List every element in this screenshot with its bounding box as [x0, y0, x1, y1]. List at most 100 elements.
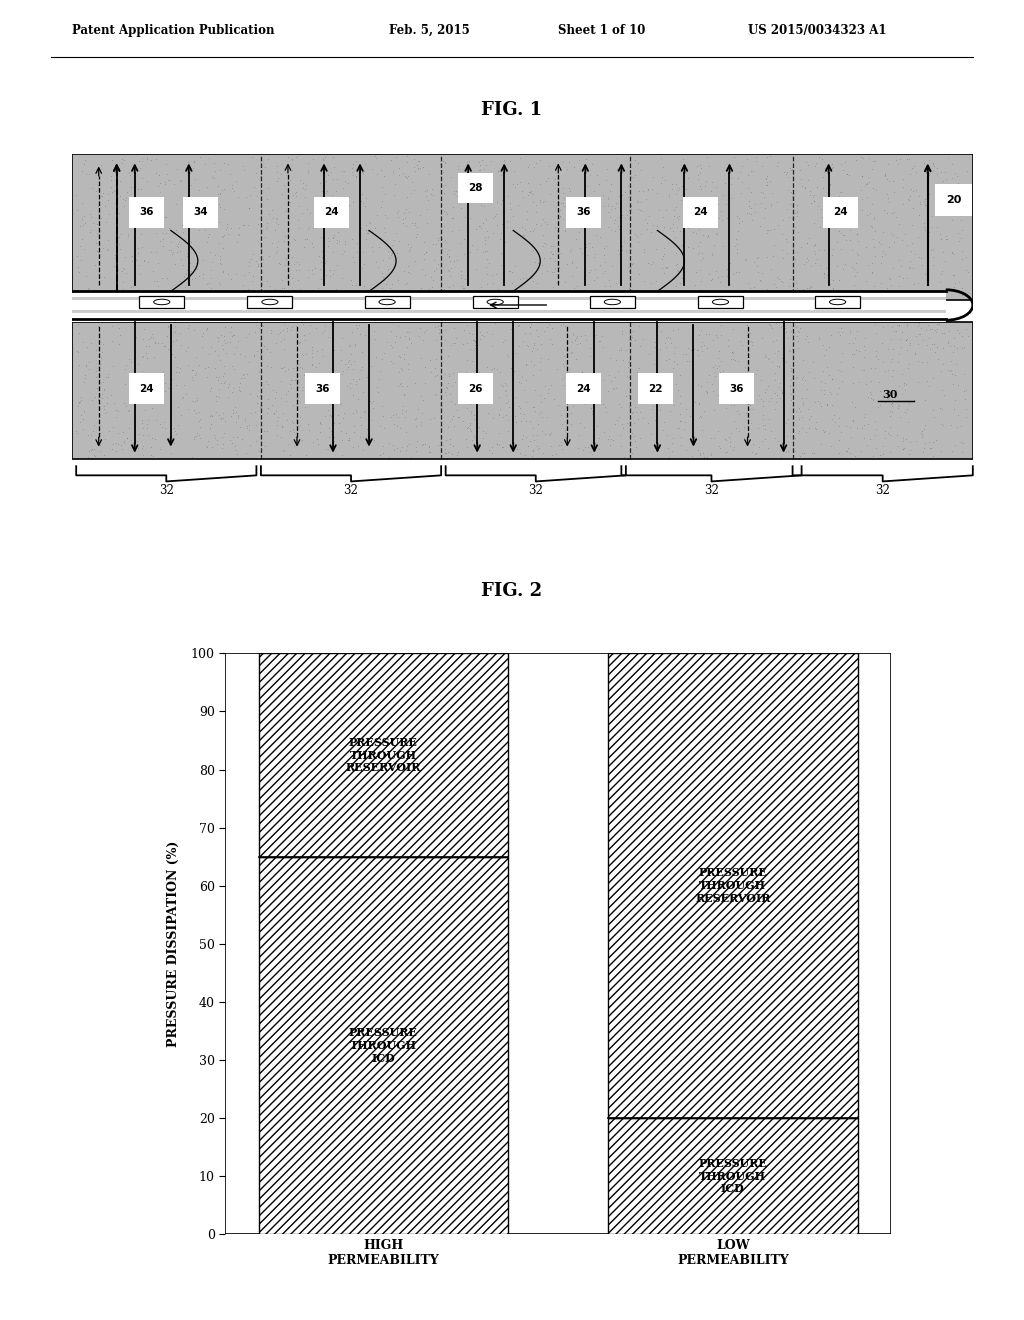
Point — [867, 438, 884, 459]
Point — [670, 379, 686, 400]
Point — [613, 323, 630, 345]
Point — [689, 211, 706, 232]
Point — [796, 442, 812, 463]
Point — [806, 235, 822, 256]
Point — [894, 384, 910, 405]
Text: Sheet 1 of 10: Sheet 1 of 10 — [558, 24, 645, 37]
Point — [740, 177, 757, 198]
Point — [282, 285, 298, 306]
Point — [295, 376, 311, 397]
Point — [870, 231, 887, 252]
Point — [500, 347, 516, 368]
Point — [110, 284, 126, 305]
Point — [760, 438, 776, 459]
Point — [817, 257, 834, 279]
Point — [553, 193, 569, 214]
Text: PRESSURE
THROUGH
ICD: PRESSURE THROUGH ICD — [349, 1027, 418, 1064]
Point — [942, 335, 958, 356]
Point — [678, 399, 694, 420]
Point — [606, 210, 623, 231]
Point — [835, 259, 851, 280]
Point — [452, 232, 468, 253]
Point — [468, 404, 484, 425]
Point — [324, 421, 340, 442]
Point — [836, 224, 852, 246]
Point — [399, 261, 416, 282]
Point — [886, 201, 902, 222]
Point — [413, 411, 429, 432]
Point — [691, 260, 708, 281]
Point — [925, 239, 941, 260]
Point — [758, 168, 774, 189]
Point — [487, 206, 504, 227]
Point — [104, 355, 121, 376]
Point — [231, 343, 248, 364]
Point — [398, 145, 415, 166]
Point — [578, 234, 594, 255]
Point — [655, 246, 672, 267]
Point — [469, 436, 485, 457]
Point — [69, 422, 85, 444]
Point — [227, 440, 244, 461]
Point — [652, 288, 669, 309]
Point — [328, 181, 344, 202]
Point — [345, 359, 361, 380]
Point — [514, 366, 530, 387]
Point — [886, 231, 902, 252]
Point — [440, 247, 457, 268]
Point — [98, 286, 115, 308]
Point — [797, 177, 813, 198]
Point — [478, 263, 495, 284]
Point — [300, 218, 316, 239]
Point — [177, 277, 194, 298]
Point — [304, 218, 321, 239]
Point — [578, 156, 594, 177]
Point — [565, 279, 582, 300]
Point — [589, 164, 605, 185]
Point — [530, 325, 547, 346]
Point — [646, 392, 663, 413]
Point — [440, 260, 457, 281]
Point — [290, 210, 306, 231]
Point — [767, 362, 783, 383]
Point — [601, 282, 617, 304]
Point — [443, 257, 460, 279]
Point — [749, 150, 765, 172]
Point — [544, 318, 560, 339]
Point — [74, 228, 90, 249]
Point — [410, 216, 426, 238]
Point — [424, 178, 440, 199]
Point — [90, 242, 106, 263]
Point — [155, 236, 171, 257]
Point — [203, 337, 219, 358]
Point — [926, 333, 942, 354]
Point — [668, 174, 684, 195]
Point — [131, 150, 147, 172]
Point — [437, 438, 454, 459]
Point — [721, 215, 737, 236]
Point — [819, 393, 836, 414]
Point — [858, 271, 874, 292]
Point — [690, 243, 707, 264]
Point — [871, 380, 888, 401]
Point — [546, 261, 562, 282]
Point — [212, 246, 228, 267]
Point — [921, 162, 937, 183]
Point — [484, 264, 501, 285]
Point — [186, 268, 203, 289]
Point — [169, 356, 185, 378]
Point — [691, 219, 708, 240]
Point — [78, 164, 94, 185]
Point — [727, 350, 743, 371]
Point — [204, 252, 220, 273]
Point — [168, 362, 184, 383]
Point — [767, 370, 783, 391]
Point — [691, 393, 708, 414]
Point — [130, 255, 146, 276]
Point — [494, 243, 510, 264]
Point — [286, 436, 302, 457]
Point — [900, 444, 916, 465]
Point — [245, 244, 261, 265]
Point — [953, 240, 970, 261]
Point — [912, 247, 929, 268]
